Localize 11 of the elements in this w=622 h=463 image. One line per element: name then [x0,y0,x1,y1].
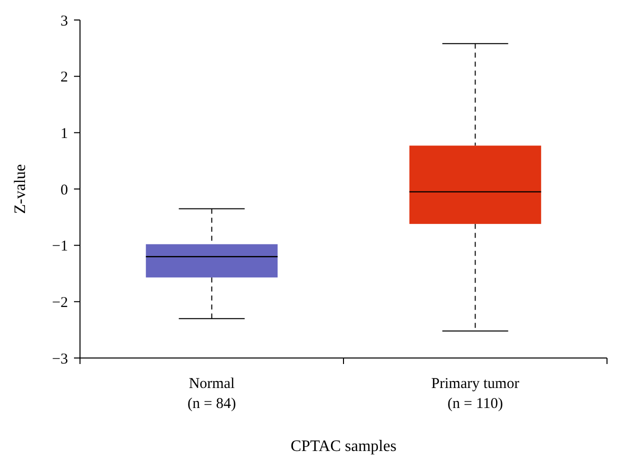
y-tick-label: −2 [52,294,68,311]
y-tick-label: −1 [52,238,68,255]
y-tick-label: 3 [60,13,68,30]
x-axis-title: CPTAC samples [290,438,396,455]
y-tick-label: 0 [60,182,68,198]
x-tick-label: Normal (n = 84) [188,376,236,412]
y-tick-label: 2 [60,70,68,86]
x-tick-label: Primary tumor (n = 110) [431,376,520,412]
y-axis-title: Z-value [12,164,29,214]
y-tick-label: 1 [60,126,68,142]
y-tick-label: −3 [52,351,68,368]
